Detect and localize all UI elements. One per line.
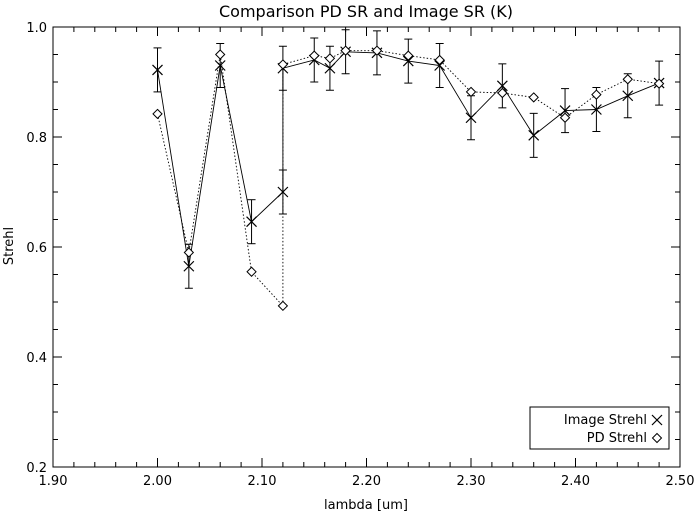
x-tick-label: 2.10: [248, 474, 277, 489]
pd-strehl-point: [340, 45, 351, 56]
x-tick-label: 1.90: [39, 474, 68, 489]
image-strehl-point-stroke: [324, 62, 336, 74]
y-axis-label: Strehl: [2, 227, 17, 265]
y-tick-label: 0.2: [26, 461, 47, 476]
pd-strehl-point: [277, 300, 289, 312]
pd-strehl-point: [465, 86, 477, 98]
pd-strehl-point: [183, 247, 195, 258]
image-strehl-point-stroke: [214, 60, 226, 71]
pd-strehl-point: [152, 108, 163, 120]
series-line-image-strehl: [157, 51, 660, 267]
image-strehl-point-stroke: [465, 112, 477, 124]
image-strehl-point-stroke: [402, 55, 414, 67]
x-tick-label: 2.40: [561, 474, 590, 489]
chart-title: Comparison PD SR and Image SR (K): [219, 2, 513, 21]
image-strehl-point-stroke: [246, 216, 257, 228]
legend-marker-x-stroke: [651, 414, 663, 426]
image-strehl-point-stroke: [590, 104, 602, 115]
series-line-pd-strehl: [157, 50, 660, 308]
plot-area: 1.90 2.00 2.10 2.20 2.30 2.40 2.50 0.2 0.4 0.6 0.8…: [26, 21, 694, 489]
y-tick-label: 0.4: [26, 351, 47, 366]
pd-strehl-point: [403, 50, 414, 61]
legend-label: Image Strehl: [564, 413, 647, 428]
plot-frame: [52, 26, 681, 468]
legend-label: PD Strehl: [587, 431, 647, 446]
pd-strehl-point: [214, 49, 226, 60]
x-tick-label: 2.20: [352, 474, 381, 489]
pd-strehl-point: [559, 112, 571, 123]
pd-strehl-point: [497, 87, 508, 99]
image-strehl-point-stroke: [528, 129, 540, 141]
pd-strehl-point: [591, 89, 602, 100]
image-strehl-point-stroke: [496, 80, 508, 92]
y-tick-label: 1.0: [26, 21, 47, 36]
pd-strehl-point: [324, 53, 336, 64]
pd-strehl-point: [277, 59, 289, 70]
image-strehl-point-stroke: [622, 90, 634, 102]
pd-strehl-point: [622, 74, 633, 85]
pd-strehl-point: [434, 54, 445, 66]
pd-strehl-point: [653, 78, 665, 89]
pd-strehl-point: [309, 50, 320, 61]
pd-strehl-point: [371, 45, 383, 56]
pd-strehl-point: [528, 92, 539, 103]
legend-marker-diamond: [651, 432, 663, 444]
x-axis-label: lambda [um]: [324, 498, 408, 513]
image-strehl-point-stroke: [183, 260, 195, 272]
image-strehl-point-stroke: [434, 60, 446, 71]
pd-strehl-point: [246, 266, 257, 277]
image-strehl-point-stroke: [152, 64, 163, 76]
x-tick-label: 2.00: [143, 474, 172, 489]
legend-box: [529, 406, 670, 450]
y-tick-label: 0.6: [26, 241, 47, 256]
x-tick-label: 2.50: [666, 474, 695, 489]
image-strehl-point-stroke: [559, 105, 571, 117]
x-tick-label: 2.30: [457, 474, 486, 489]
y-tick-label: 0.8: [26, 131, 47, 146]
